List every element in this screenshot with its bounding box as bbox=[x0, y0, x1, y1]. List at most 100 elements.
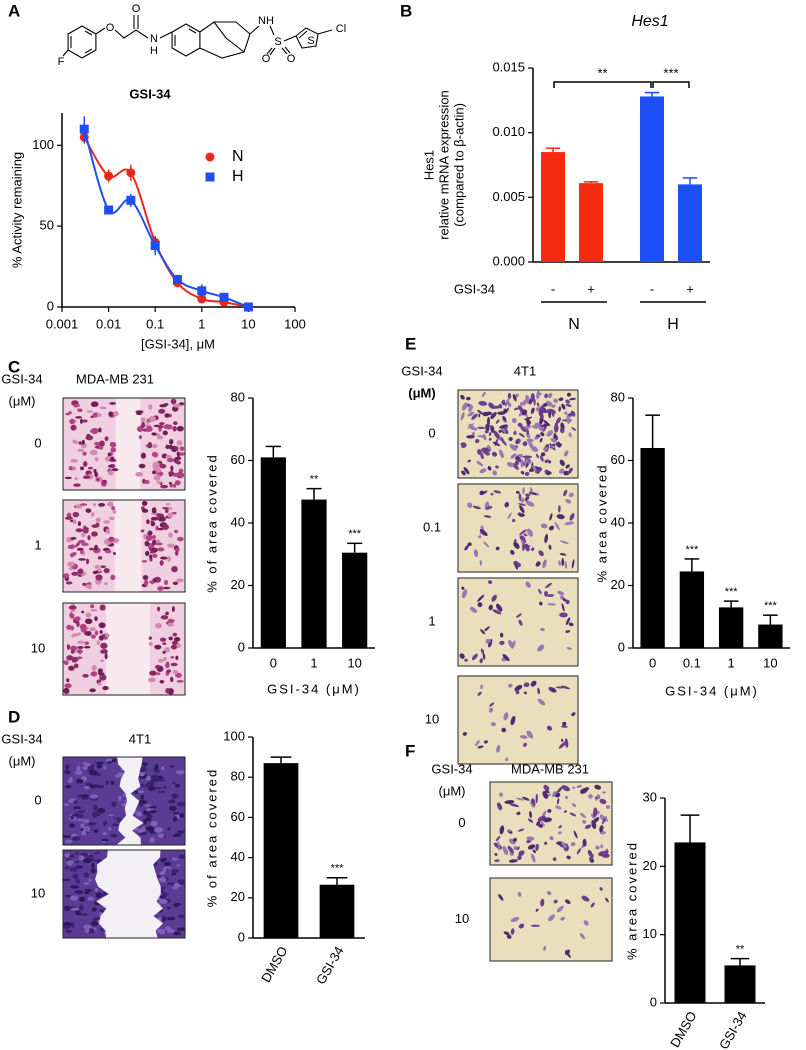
cell bbox=[172, 781, 176, 785]
data-point bbox=[79, 124, 89, 134]
cell bbox=[95, 517, 101, 523]
y-tick-label: 80 bbox=[611, 389, 625, 404]
cell bbox=[87, 534, 91, 541]
cell bbox=[140, 452, 147, 459]
cell bbox=[518, 432, 525, 438]
cell bbox=[94, 471, 99, 478]
cell bbox=[539, 601, 543, 606]
cell bbox=[64, 770, 71, 775]
cell bbox=[530, 392, 535, 402]
cell bbox=[92, 503, 97, 507]
cell bbox=[92, 804, 98, 811]
y-tick-label: 100 bbox=[32, 137, 54, 152]
cell bbox=[77, 646, 84, 649]
cell bbox=[546, 430, 554, 437]
cell bbox=[110, 574, 116, 581]
cell bbox=[488, 402, 495, 409]
cell bbox=[599, 798, 607, 805]
cell bbox=[176, 440, 183, 446]
cell bbox=[84, 618, 93, 625]
cell bbox=[556, 417, 562, 424]
cell bbox=[105, 528, 111, 534]
cell bbox=[519, 735, 528, 739]
cell bbox=[472, 505, 482, 510]
cell bbox=[514, 539, 517, 543]
cell bbox=[555, 686, 565, 689]
cell bbox=[482, 653, 486, 660]
cell bbox=[157, 606, 161, 612]
image-border bbox=[62, 849, 186, 939]
cell bbox=[83, 819, 90, 824]
cell bbox=[553, 899, 558, 904]
cell bbox=[525, 581, 531, 588]
cell bbox=[513, 541, 520, 549]
cell bbox=[86, 827, 91, 832]
fit-curve bbox=[83, 128, 249, 308]
bar bbox=[579, 183, 603, 262]
cell bbox=[522, 542, 525, 552]
cell bbox=[547, 594, 554, 598]
image-header: GSI-34 bbox=[1, 371, 42, 386]
cell bbox=[138, 766, 147, 773]
cell bbox=[135, 472, 144, 477]
cell bbox=[517, 891, 522, 897]
cell bbox=[174, 480, 181, 486]
cell bbox=[91, 531, 98, 537]
cell bbox=[90, 609, 98, 612]
cell bbox=[114, 774, 123, 778]
cell bbox=[582, 838, 587, 847]
cell bbox=[555, 442, 561, 448]
cell bbox=[599, 825, 604, 833]
cell bbox=[519, 505, 525, 514]
cell bbox=[108, 411, 113, 417]
cell bbox=[468, 404, 473, 413]
cell bbox=[546, 891, 552, 896]
cell bbox=[544, 534, 549, 544]
cell bbox=[460, 411, 465, 421]
cell bbox=[99, 406, 107, 410]
cell bbox=[488, 580, 493, 585]
y-tick-label: 0.015 bbox=[492, 59, 525, 74]
bar bbox=[674, 842, 706, 1003]
cell bbox=[522, 487, 525, 495]
cell bbox=[488, 437, 492, 441]
y-axis-label: relative mRNA expression bbox=[436, 90, 451, 240]
cell bbox=[539, 437, 543, 443]
cell bbox=[565, 617, 571, 626]
cell bbox=[94, 859, 103, 863]
cell bbox=[83, 527, 89, 531]
cell bbox=[520, 426, 527, 432]
cell bbox=[110, 447, 117, 453]
cell bbox=[148, 636, 153, 640]
cell bbox=[65, 516, 73, 520]
cell bbox=[480, 452, 484, 460]
cell bbox=[164, 509, 169, 514]
cell bbox=[559, 553, 567, 556]
cell bbox=[98, 568, 102, 573]
cell bbox=[514, 407, 520, 411]
cell bbox=[64, 784, 72, 789]
cell bbox=[161, 766, 165, 771]
cell bbox=[149, 554, 153, 560]
cell bbox=[563, 810, 568, 813]
cell bbox=[155, 622, 162, 629]
cell bbox=[168, 805, 177, 812]
data-point bbox=[104, 171, 114, 181]
cell bbox=[75, 878, 81, 884]
cell bbox=[524, 424, 531, 430]
cell bbox=[564, 561, 568, 569]
cell bbox=[136, 790, 145, 794]
cell bbox=[66, 678, 70, 683]
cell bbox=[540, 628, 545, 632]
cell bbox=[478, 400, 488, 406]
cell bbox=[176, 425, 184, 432]
cell bbox=[81, 830, 87, 836]
cell bbox=[91, 863, 95, 868]
cell bbox=[167, 622, 174, 627]
cell bbox=[74, 477, 78, 481]
cell bbox=[498, 894, 504, 901]
cell bbox=[537, 687, 541, 695]
cell bbox=[527, 844, 536, 850]
cell bbox=[171, 566, 178, 573]
cell bbox=[529, 487, 533, 493]
